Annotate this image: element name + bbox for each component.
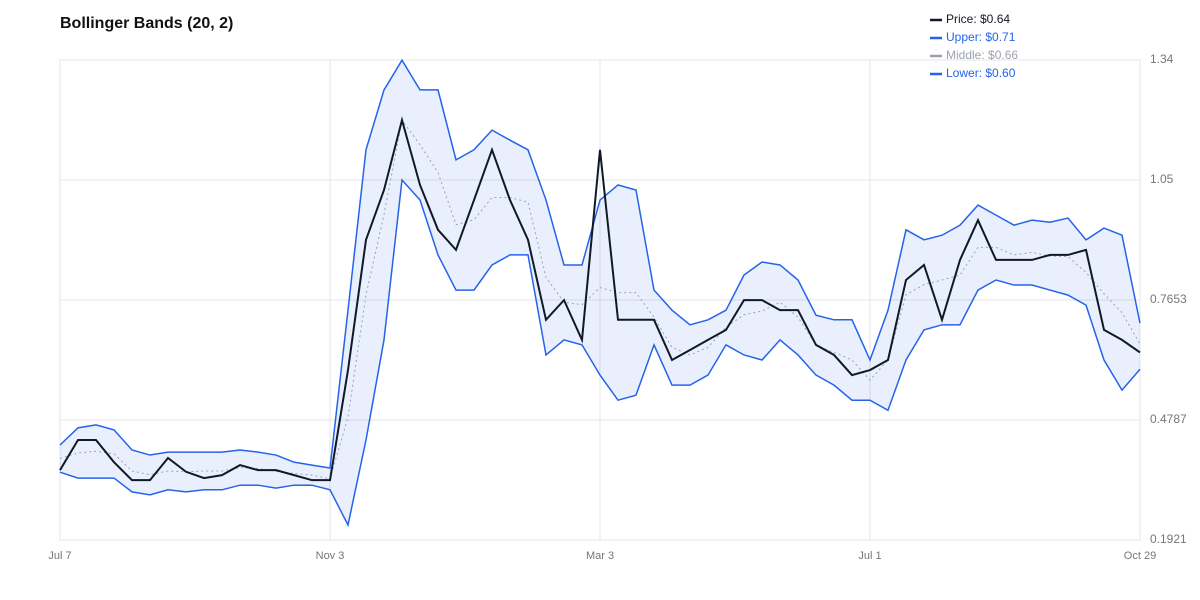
y-tick-label: 1.34 [1150, 52, 1174, 66]
x-tick-label: Nov 3 [316, 550, 345, 562]
series-line [59, 116, 1141, 482]
legend-label: Lower: $0.60 [946, 66, 1016, 80]
x-tick-label: Jul 1 [858, 550, 881, 562]
band-fill [60, 60, 1140, 525]
series-line [59, 118, 1141, 480]
x-tick-label: Oct 29 [1124, 550, 1156, 562]
legend-label: Upper: $0.71 [946, 30, 1016, 44]
y-tick-label: 0.7653 [1150, 292, 1187, 306]
series-line [59, 178, 1141, 528]
y-tick-label: 1.05 [1150, 172, 1174, 186]
y-tick-label: 0.1921 [1150, 532, 1187, 546]
series-line [59, 58, 1141, 469]
legend-label: Price: $0.64 [946, 12, 1010, 26]
legend-label: Middle: $0.66 [946, 48, 1018, 62]
x-tick-label: Jul 7 [48, 550, 71, 562]
chart-title: Bollinger Bands (20, 2) [60, 15, 233, 32]
x-tick-label: Mar 3 [586, 550, 614, 562]
y-tick-label: 0.4787 [1150, 412, 1187, 426]
